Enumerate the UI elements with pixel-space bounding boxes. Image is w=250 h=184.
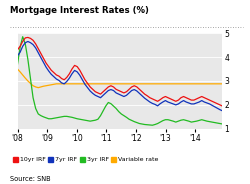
Text: Mortgage Interest Rates (%): Mortgage Interest Rates (%) [10,6,149,15]
Legend: 10yr IRF, 7yr IRF, 3yr IRF, Variable rate: 10yr IRF, 7yr IRF, 3yr IRF, Variable rat… [13,157,159,162]
Text: Source: SNB: Source: SNB [10,176,50,182]
